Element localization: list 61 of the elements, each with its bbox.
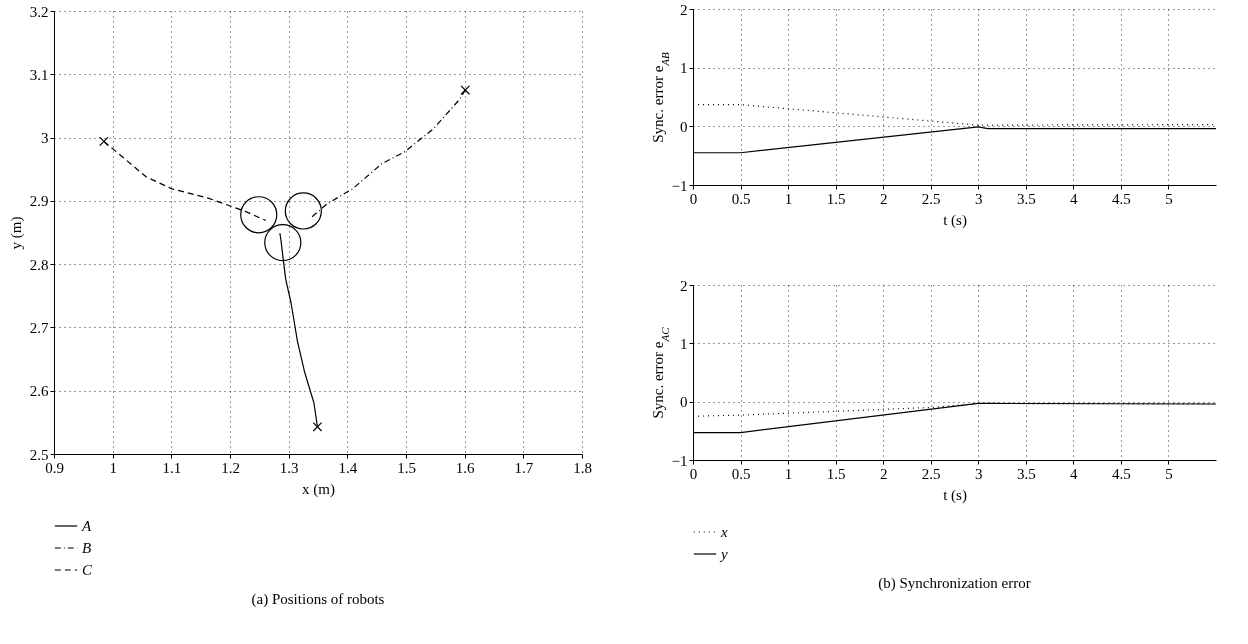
x-tick-label: 2.5 xyxy=(921,190,941,207)
x-tick-label: 3 xyxy=(975,465,983,482)
x-tick-label: 1 xyxy=(784,190,793,207)
x-tick-label: 1 xyxy=(784,465,793,482)
x-tick-label: 5 xyxy=(1165,190,1173,207)
x-tick-label: 2 xyxy=(879,465,888,482)
legend-label: x xyxy=(720,524,728,540)
x-tick-label: 1.6 xyxy=(455,459,476,476)
x-tick-label: 3.5 xyxy=(1016,190,1036,207)
x-tick-label: 1.2 xyxy=(221,459,240,476)
x-tick-label: 1.5 xyxy=(397,459,416,476)
x-tick-label: 4.5 xyxy=(1112,190,1131,207)
x-tick-label: 0.5 xyxy=(731,465,751,482)
y-tick-label: −1 xyxy=(671,452,688,469)
x-axis-title: x (m) xyxy=(302,480,335,498)
x-axis-title: t (s) xyxy=(943,486,967,504)
point xyxy=(284,192,322,230)
x-axis-title: t (s) xyxy=(943,211,967,229)
y-tick-label: 2.9 xyxy=(29,193,49,210)
y-tick-label: 1 xyxy=(680,60,688,77)
y-tick-label: −1 xyxy=(671,177,688,194)
y-tick-label: 2.7 xyxy=(29,319,49,336)
y-tick-label: 0 xyxy=(680,118,688,135)
x-tick-label: 1.8 xyxy=(573,459,592,476)
text: (a) Positions of robots xyxy=(251,591,385,608)
y-tick-label: 3 xyxy=(41,130,49,147)
y-tick-label: 3.1 xyxy=(29,66,49,83)
y-tick-label: 3.2 xyxy=(29,3,49,20)
x-tick-label: 1.5 xyxy=(826,465,846,482)
x-tick-label: 4 xyxy=(1070,465,1079,482)
x-tick-label: 0.5 xyxy=(731,190,751,207)
legend-label: A xyxy=(81,518,92,534)
point xyxy=(240,196,278,234)
point xyxy=(460,85,471,95)
y-tick-label: 2.8 xyxy=(29,256,49,273)
x-tick-label: 5 xyxy=(1165,465,1173,482)
legend-label: C xyxy=(82,562,93,578)
y-tick-label: 2 xyxy=(680,1,688,18)
x-tick-label: 4.5 xyxy=(1112,465,1131,482)
x-tick-label: 1.5 xyxy=(826,190,846,207)
x-tick-label: 1.4 xyxy=(338,459,358,476)
x-tick-label: 1.3 xyxy=(279,459,299,476)
point xyxy=(264,224,302,262)
point xyxy=(312,422,323,432)
point xyxy=(99,136,109,147)
y-tick-label: 0 xyxy=(680,394,688,411)
legend-label: B xyxy=(82,540,92,556)
y-tick-label: 2.6 xyxy=(29,383,49,400)
x-tick-label: 3 xyxy=(975,190,983,207)
legend-label: y xyxy=(719,546,728,562)
x-tick-label: 1.1 xyxy=(162,459,182,476)
y-axis-title: y (m) xyxy=(7,216,25,250)
x-tick-label: 1.7 xyxy=(514,459,534,476)
y-tick-label: 2 xyxy=(680,277,688,294)
x-tick-label: 4 xyxy=(1070,190,1079,207)
text: (b) Synchronization error xyxy=(878,575,1031,592)
x-tick-label: 1 xyxy=(109,459,117,476)
x-tick-label: 3.5 xyxy=(1016,465,1036,482)
y-tick-label: 1 xyxy=(680,335,688,352)
x-tick-label: 2.5 xyxy=(921,465,941,482)
x-tick-label: 2 xyxy=(879,190,888,207)
